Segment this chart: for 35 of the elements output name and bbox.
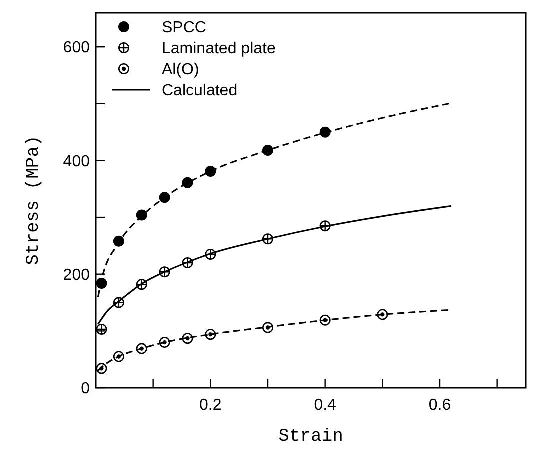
point	[96, 363, 108, 374]
point	[320, 126, 331, 138]
point	[262, 145, 274, 156]
point	[320, 220, 331, 232]
point	[205, 166, 216, 178]
legend-label: SPCC	[162, 20, 206, 37]
x-tick-label: 0.6	[428, 397, 452, 414]
point	[182, 177, 194, 188]
point	[113, 236, 124, 247]
point	[182, 333, 194, 344]
y-tick-label: 200	[63, 266, 90, 284]
point	[262, 322, 274, 334]
point	[320, 314, 331, 326]
y-tick-label: 400	[63, 153, 90, 170]
x-axis-title: Strain	[278, 427, 344, 447]
point	[136, 210, 148, 221]
x-tick-label: 0.4	[314, 397, 337, 414]
x-tick-label: 0.2	[200, 397, 222, 414]
point	[136, 343, 148, 354]
point	[205, 248, 216, 260]
point	[377, 309, 388, 320]
point	[159, 192, 170, 204]
point	[159, 337, 170, 348]
point	[205, 329, 216, 340]
y-tick-label: 0	[81, 380, 90, 398]
legend-label: Al(O)	[162, 62, 200, 79]
point	[96, 324, 108, 335]
y-tick-label: 600	[63, 40, 90, 57]
legend-label: Calculated	[162, 82, 238, 100]
point	[96, 278, 108, 289]
point	[159, 266, 170, 278]
point	[113, 351, 124, 362]
legend-label: Laminated plate	[162, 40, 276, 58]
y-axis-title: Stress (MPa)	[24, 136, 44, 266]
point	[113, 297, 124, 308]
